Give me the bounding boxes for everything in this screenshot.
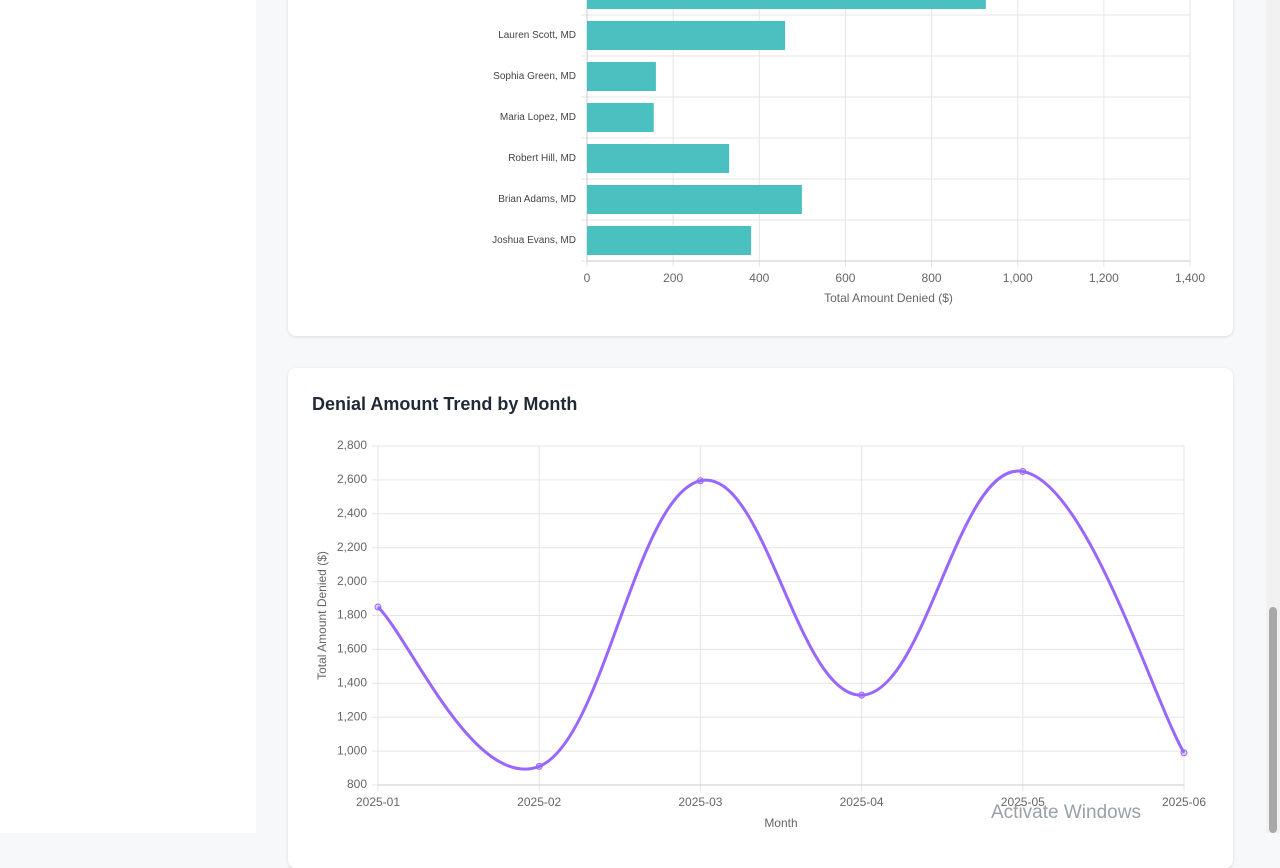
point [1019, 467, 1027, 475]
y-tick-label: Maria Lopez, MD [500, 112, 576, 123]
point [374, 603, 382, 611]
sidebar [0, 0, 256, 833]
x-tick-label: 2025-02 [517, 795, 561, 809]
y-tick-label: Joshua Evans, MD [492, 235, 576, 246]
charts: Denial Amount Trend by Month 0 200 400 600 8… [312, 0, 1206, 830]
x-tick-label: 0 [584, 271, 591, 285]
x-axis-label: Total Amount Denied ($) [824, 291, 953, 305]
y-tick-label: 1,600 [337, 642, 367, 656]
point [858, 691, 866, 699]
page: Denial Amount Trend by Month 0 200 400 600 8… [0, 0, 1280, 833]
x-tick-label: 1,200 [1089, 271, 1119, 285]
y-axis-label: Total Amount Denied ($) [315, 551, 329, 680]
y-tick-label: 2,800 [337, 438, 367, 452]
y-tick-label: 800 [347, 777, 367, 791]
y-tick-label: 1,200 [337, 709, 367, 723]
x-axis-label: Month [764, 816, 797, 830]
bar [587, 144, 730, 173]
scrollbar [1266, 0, 1280, 833]
scrollbar-thumb[interactable] [1269, 607, 1277, 833]
y-tick-label: 2,200 [337, 540, 367, 554]
y-tick-label: 1,000 [337, 743, 367, 757]
line [376, 469, 1186, 771]
y-tick-label: 2,600 [337, 472, 367, 486]
x-tick-label: 2025-01 [356, 795, 400, 809]
y-tick-label: Robert Hill, MD [508, 153, 576, 164]
x-tick-label: 200 [663, 271, 683, 285]
y-tick-label: 1,800 [337, 608, 367, 622]
y-tick-label: Sophia Green, MD [493, 71, 576, 82]
y-tick-label: 1,400 [337, 675, 367, 689]
point [1180, 749, 1188, 757]
bar [587, 103, 654, 132]
point [535, 762, 543, 770]
x-tick-label: 2025-04 [840, 795, 884, 809]
bar [587, 0, 986, 9]
os-watermark: Activate Windows [991, 802, 1141, 823]
x-tick-label: 1,000 [1003, 271, 1033, 285]
y-tick-label: 2,000 [337, 574, 367, 588]
x-tick-label: 2025-05 [1001, 795, 1045, 809]
x-tick-label: 1,400 [1175, 271, 1205, 285]
point [696, 477, 704, 485]
bar [587, 21, 786, 50]
y-tick-label: 2,400 [337, 506, 367, 520]
bar [587, 185, 802, 214]
bar [587, 62, 656, 91]
x-tick-label: 2025-03 [678, 795, 722, 809]
x-tick-label: 800 [922, 271, 942, 285]
bar [587, 226, 752, 255]
y-tick-label: Lauren Scott, MD [498, 30, 576, 41]
x-tick-label: 2025-06 [1162, 795, 1206, 809]
chart-title: Denial Amount Trend by Month [312, 394, 577, 414]
x-tick-label: 400 [749, 271, 769, 285]
y-tick-label: Brian Adams, MD [498, 194, 576, 205]
x-tick-label: 600 [835, 271, 855, 285]
